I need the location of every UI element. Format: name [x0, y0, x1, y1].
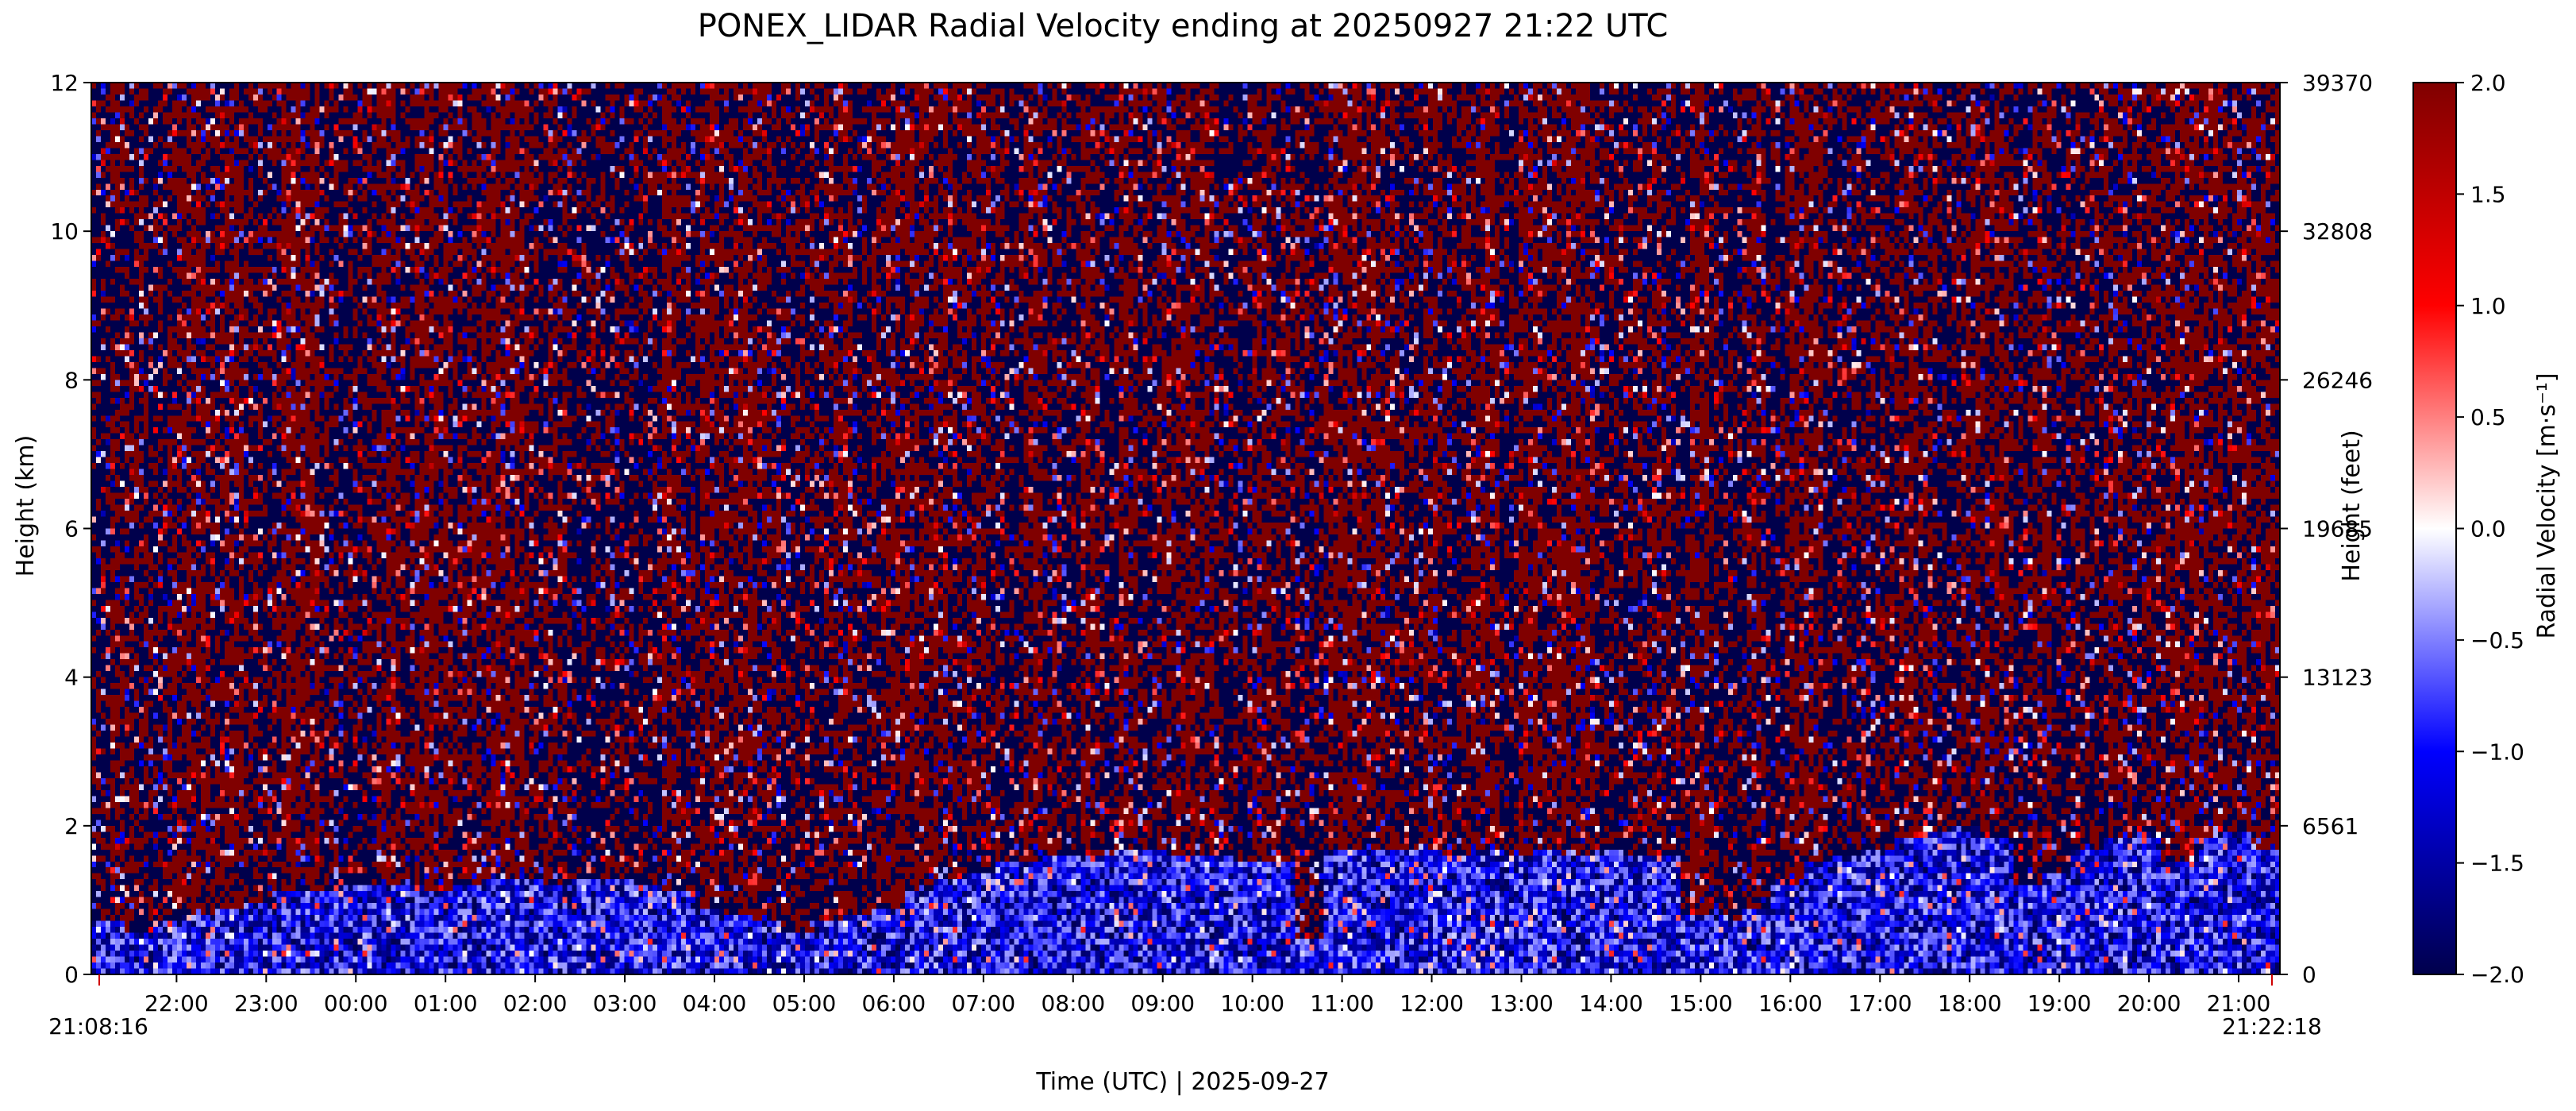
y-tick-label-left: 6 [64, 516, 79, 542]
x-tick-label: 10:00 [1220, 990, 1284, 1016]
chart-title: PONEX_LIDAR Radial Velocity ending at 20… [697, 8, 1669, 44]
x-tick-label: 19:00 [2027, 990, 2092, 1016]
y-tick-label-left: 0 [64, 962, 79, 988]
y-tick-label-left: 2 [64, 813, 79, 839]
heatmap-image [91, 83, 2280, 974]
x-tick-label: 08:00 [1041, 990, 1105, 1016]
colorbar-tick-label: 0.0 [2470, 516, 2506, 542]
x-tick-label: 04:00 [683, 990, 747, 1016]
x-tick-label: 03:00 [593, 990, 657, 1016]
colorbar-tick-label: 1.0 [2470, 293, 2506, 319]
x-tick-label: 06:00 [862, 990, 926, 1016]
y-tick-label-right: 39370 [2302, 70, 2373, 96]
x-tick-label: 20:00 [2117, 990, 2181, 1016]
y-tick-label-right: 0 [2302, 962, 2316, 988]
y-tick-label-left: 12 [50, 70, 79, 96]
x-tick-label: 18:00 [1938, 990, 2002, 1016]
y-tick-label-right: 13123 [2302, 665, 2373, 691]
x-start-label: 21:08:16 [48, 1013, 148, 1040]
colorbar [2412, 82, 2457, 975]
x-tick-label: 11:00 [1310, 990, 1374, 1016]
x-tick-label: 14:00 [1579, 990, 1643, 1016]
y-tick-label-left: 4 [64, 665, 79, 691]
y-tick-label-right: 19685 [2302, 516, 2373, 542]
x-tick-label: 22:00 [144, 990, 209, 1016]
x-tick-label: 21:00 [2207, 990, 2271, 1016]
x-axis-label: Time (UTC) | 2025-09-27 [1035, 1068, 1329, 1096]
colorbar-tick-label: −1.0 [2470, 739, 2524, 765]
colorbar-tick-label: 1.5 [2470, 181, 2506, 207]
axes-layer: 0 2 4 6 8 10 12 0 6561 13123 19685 26246 32808 39370 2… [50, 70, 2373, 1016]
y-tick-label-right: 32808 [2302, 218, 2373, 245]
x-end-label: 21:22:18 [2222, 1013, 2322, 1040]
x-tick-label: 05:00 [772, 990, 837, 1016]
y-tick-label-right: 6561 [2302, 813, 2358, 839]
y-axis-label-left: Height (km) [12, 435, 40, 577]
colorbar-label: Radial Velocity [m·s⁻¹] [2533, 372, 2561, 638]
x-tick-label: 07:00 [951, 990, 1015, 1016]
heatmap-layer [91, 83, 2280, 974]
colorbar-tick-label: −1.5 [2470, 851, 2524, 877]
x-tick-label: 01:00 [414, 990, 478, 1016]
x-tick-label: 17:00 [1848, 990, 1912, 1016]
y-axis-label-right: Height (feet) [2338, 430, 2366, 581]
colorbar-tick-label: 0.5 [2470, 404, 2506, 430]
colorbar-ticks: 2.0 1.5 1.0 0.5 0.0 −0.5 −1.0 −1.5 −2.0 [2456, 70, 2524, 988]
x-tick-label: 00:00 [324, 990, 388, 1016]
y-tick-label-left: 10 [50, 218, 79, 245]
x-tick-label: 02:00 [503, 990, 568, 1016]
x-tick-label: 12:00 [1400, 990, 1464, 1016]
x-tick-label: 09:00 [1130, 990, 1195, 1016]
y-tick-label-left: 8 [64, 367, 79, 393]
colorbar-tick-label: −0.5 [2470, 627, 2524, 654]
x-tick-label: 23:00 [234, 990, 298, 1016]
x-tick-label: 15:00 [1669, 990, 1733, 1016]
y-tick-label-right: 26246 [2302, 367, 2373, 393]
colorbar-tick-label: 2.0 [2470, 70, 2506, 96]
x-tick-label: 16:00 [1758, 990, 1823, 1016]
colorbar-tick-label: −2.0 [2470, 962, 2524, 988]
x-tick-label: 13:00 [1489, 990, 1554, 1016]
